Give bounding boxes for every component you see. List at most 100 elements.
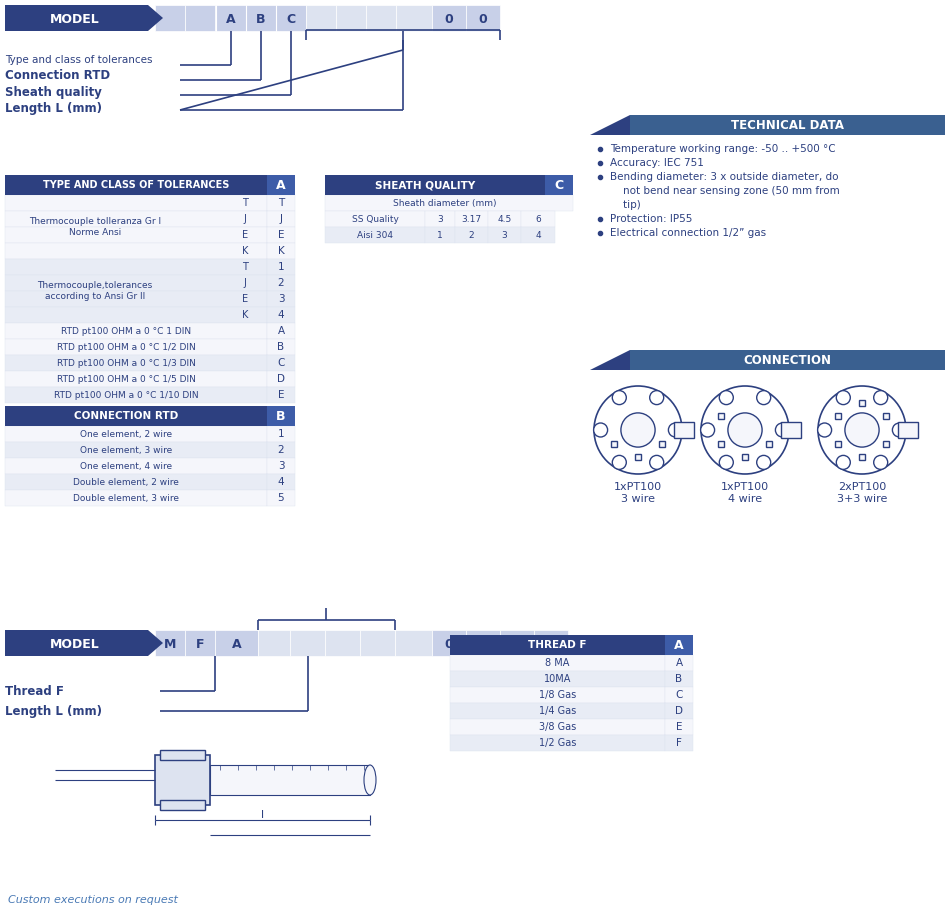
Text: 0: 0	[445, 637, 453, 651]
Bar	[267, 371, 295, 387]
Text: A: A	[226, 13, 235, 26]
Bar	[267, 355, 295, 371]
Text: J: J	[244, 214, 247, 224]
Text: B: B	[277, 342, 285, 352]
Text: A: A	[231, 637, 241, 651]
Text: 1: 1	[277, 262, 284, 272]
Bar	[396, 5, 431, 31]
Bar	[267, 227, 295, 243]
Circle shape	[611, 391, 625, 405]
Circle shape	[727, 413, 762, 447]
Text: 3 wire: 3 wire	[621, 494, 654, 504]
Circle shape	[667, 423, 682, 437]
Circle shape	[593, 423, 607, 437]
Bar	[185, 5, 215, 31]
Bar	[5, 339, 267, 355]
Text: T: T	[242, 262, 248, 272]
Text: E: E	[242, 230, 248, 240]
Bar	[267, 426, 295, 442]
Text: A: A	[277, 326, 285, 336]
Bar	[267, 474, 295, 490]
Text: 0: 0	[478, 13, 486, 26]
Text: K: K	[242, 246, 248, 256]
Bar	[276, 5, 306, 31]
Ellipse shape	[364, 765, 376, 795]
Text: 3: 3	[277, 461, 284, 471]
Circle shape	[775, 423, 788, 437]
Bar	[267, 195, 295, 211]
Text: F: F	[675, 738, 682, 748]
Bar	[5, 323, 267, 339]
Text: 4.5: 4.5	[497, 215, 511, 223]
Bar	[5, 227, 267, 243]
Bar	[5, 458, 267, 474]
Bar	[664, 687, 692, 703]
Text: Sheath diameter (mm): Sheath diameter (mm)	[393, 198, 496, 207]
Text: 1/2 Gas: 1/2 Gas	[538, 738, 576, 748]
Bar	[336, 5, 366, 31]
Bar	[487, 211, 521, 227]
Bar	[289, 630, 325, 656]
Text: Temperature working range: -50 .. +500 °C: Temperature working range: -50 .. +500 °…	[609, 144, 835, 154]
Text: 2: 2	[468, 230, 474, 240]
Text: Length L (mm): Length L (mm)	[5, 704, 102, 718]
Bar	[454, 211, 487, 227]
Circle shape	[817, 423, 831, 437]
Text: 0: 0	[445, 13, 453, 26]
Bar	[155, 755, 209, 805]
Circle shape	[756, 391, 770, 405]
Text: RTD pt100 OHM a 0 °C 1/2 DIN: RTD pt100 OHM a 0 °C 1/2 DIN	[56, 342, 195, 352]
Text: 1xPT100: 1xPT100	[613, 482, 662, 492]
Circle shape	[836, 455, 849, 469]
Bar	[449, 703, 664, 719]
Text: 1: 1	[437, 230, 443, 240]
Text: 4: 4	[277, 477, 284, 487]
Circle shape	[891, 423, 905, 437]
Bar	[673, 422, 693, 438]
Text: l: l	[261, 810, 264, 820]
Circle shape	[873, 455, 886, 469]
Bar	[5, 307, 267, 323]
Bar	[664, 671, 692, 687]
Text: C: C	[277, 358, 285, 368]
Bar	[267, 307, 295, 323]
Polygon shape	[589, 115, 629, 135]
Text: 3/8 Gas: 3/8 Gas	[538, 722, 576, 732]
Text: not bend near sensing zone (50 mm from: not bend near sensing zone (50 mm from	[609, 186, 839, 196]
Bar	[267, 243, 295, 259]
Text: 3.17: 3.17	[461, 215, 481, 223]
Text: 0: 0	[546, 637, 555, 651]
Text: 1: 1	[277, 429, 284, 439]
Bar	[258, 630, 289, 656]
Text: One element, 4 wire: One element, 4 wire	[80, 462, 172, 471]
Text: 4: 4	[535, 230, 540, 240]
Circle shape	[621, 413, 654, 447]
Bar	[360, 630, 394, 656]
Text: Connection RTD: Connection RTD	[5, 69, 110, 82]
Text: 1/4 Gas: 1/4 Gas	[538, 706, 576, 716]
Bar	[454, 227, 487, 243]
Bar	[267, 175, 295, 195]
Bar	[664, 655, 692, 671]
Bar	[5, 291, 267, 307]
Text: 0: 0	[478, 637, 486, 651]
Text: F: F	[195, 637, 204, 651]
Bar	[394, 630, 431, 656]
Text: 3: 3	[277, 294, 284, 304]
Bar	[5, 175, 267, 195]
Text: RTD pt100 OHM a 0 °C 1 DIN: RTD pt100 OHM a 0 °C 1 DIN	[61, 327, 190, 335]
Bar	[781, 422, 801, 438]
Bar	[449, 687, 664, 703]
Text: One element, 2 wire: One element, 2 wire	[80, 430, 172, 439]
Text: TYPE AND CLASS OF TOLERANCES: TYPE AND CLASS OF TOLERANCES	[43, 180, 228, 190]
Bar	[155, 630, 185, 656]
Text: 4 wire: 4 wire	[727, 494, 762, 504]
Circle shape	[611, 455, 625, 469]
Text: M: M	[164, 637, 176, 651]
Bar	[5, 371, 267, 387]
Bar	[325, 175, 545, 195]
Bar	[216, 5, 246, 31]
Polygon shape	[5, 5, 163, 31]
Bar	[5, 355, 267, 371]
Text: 4: 4	[277, 310, 284, 320]
